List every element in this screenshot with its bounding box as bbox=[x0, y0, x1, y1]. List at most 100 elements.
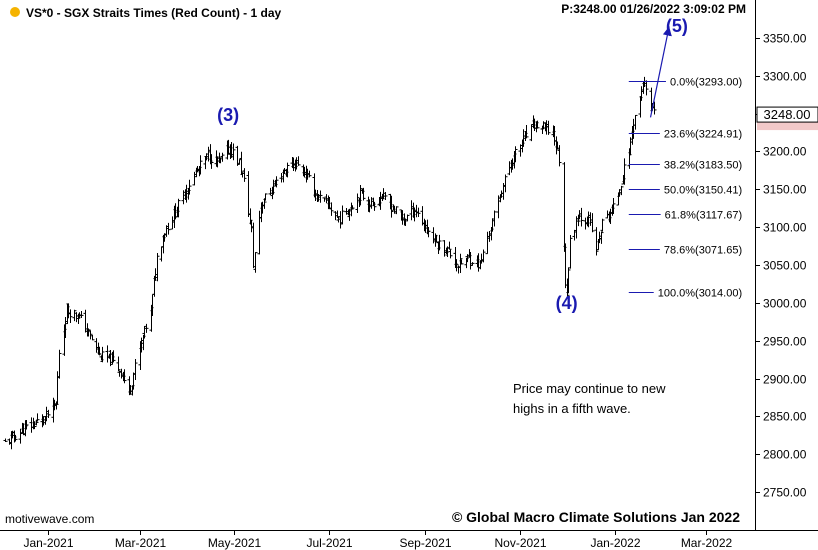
y-tick-label: 3150.00 bbox=[763, 183, 807, 197]
ohlc-bar bbox=[361, 187, 366, 201]
ohlc-bar bbox=[518, 144, 523, 157]
annotation-line-1: Price may continue to new bbox=[513, 381, 666, 396]
ohlc-bar bbox=[285, 162, 290, 178]
ohlc-bar bbox=[501, 183, 506, 200]
ohlc-bar bbox=[447, 241, 452, 250]
ohlc-bar bbox=[485, 231, 490, 255]
y-tick-label: 2850.00 bbox=[763, 410, 807, 424]
ohlc-bar bbox=[170, 216, 175, 230]
ohlc-bar bbox=[394, 206, 399, 215]
ohlc-bar bbox=[329, 202, 334, 216]
ohlc-bar bbox=[159, 246, 164, 262]
y-axis: 2750.00 2800.00 2850.00 2900.00 2950.00 3000.… bbox=[755, 32, 807, 500]
ohlc-bar bbox=[496, 195, 501, 219]
ohlc-bar bbox=[32, 421, 37, 430]
ohlc-bar bbox=[458, 253, 463, 273]
ohlc-bar bbox=[442, 240, 447, 257]
fib-level: 78.6%(3071.65) bbox=[628, 245, 742, 257]
x-tick-label: May-2021 bbox=[208, 536, 262, 550]
ohlc-bar bbox=[296, 156, 301, 166]
ohlc-bar bbox=[628, 137, 633, 156]
ohlc-bar bbox=[13, 434, 18, 442]
ohlc-bar bbox=[566, 267, 571, 294]
ohlc-bar bbox=[459, 259, 464, 265]
ohlc-bar bbox=[448, 249, 453, 259]
ohlc-bar bbox=[18, 428, 23, 444]
ohlc-bar bbox=[68, 309, 73, 324]
ohlc-bar bbox=[105, 345, 110, 363]
ohlc-bar bbox=[383, 192, 388, 201]
y-tick-label: 3000.00 bbox=[763, 297, 807, 311]
ohlc-bar bbox=[122, 369, 127, 384]
ohlc-bar bbox=[599, 231, 604, 244]
ohlc-bar bbox=[166, 222, 171, 235]
fib-label: 61.8%(3117.67) bbox=[665, 210, 742, 222]
ohlc-bar bbox=[557, 145, 562, 167]
y-tick-label: 2800.00 bbox=[763, 448, 807, 462]
ohlc-bar bbox=[594, 227, 599, 256]
x-tick-label: Mar-2022 bbox=[681, 536, 733, 550]
copyright-text: © Global Macro Climate Solutions Jan 202… bbox=[452, 509, 740, 525]
ohlc-bar bbox=[279, 173, 284, 183]
chart-title: VS*0 - SGX Straits Times (Red Count) - 1… bbox=[26, 6, 281, 20]
ohlc-bar bbox=[546, 120, 551, 135]
ohlc-bar bbox=[263, 193, 268, 201]
ohlc-bar bbox=[57, 349, 62, 379]
ohlc-bar bbox=[588, 212, 593, 226]
ohlc-bar bbox=[565, 278, 570, 298]
ohlc-bar bbox=[572, 229, 577, 241]
ohlc-bar bbox=[409, 200, 414, 221]
ohlc-bar bbox=[268, 187, 273, 196]
ohlc-bar bbox=[358, 184, 363, 206]
y-tick-label: 3300.00 bbox=[763, 70, 807, 84]
ohlc-bar bbox=[333, 211, 338, 221]
ohlc-bar bbox=[405, 214, 410, 222]
ohlc-bar bbox=[492, 210, 497, 227]
ohlc-bar bbox=[262, 198, 267, 209]
ohlc-bar bbox=[90, 335, 95, 341]
ohlc-bar bbox=[187, 179, 192, 195]
last-price-text: 3248.00 bbox=[764, 107, 811, 122]
ohlc-bar bbox=[153, 268, 158, 281]
ohlc-bar bbox=[644, 80, 649, 96]
last-price-label: 3248.00 bbox=[756, 106, 818, 131]
ohlc-bar bbox=[220, 152, 225, 162]
x-axis: Jan-2021 Mar-2021 May-2021 Jul-2021 Sep-2021… bbox=[23, 530, 733, 550]
ohlc-bar bbox=[94, 338, 99, 353]
ohlc-bar bbox=[350, 205, 355, 209]
wave-label: (5) bbox=[666, 16, 688, 36]
ohlc-bar bbox=[117, 370, 122, 377]
fib-label: 0.0%(3293.00) bbox=[670, 77, 742, 89]
ohlc-bar bbox=[79, 310, 84, 318]
ohlc-bar bbox=[29, 417, 34, 433]
ohlc-bar bbox=[35, 413, 40, 422]
ohlc-bar bbox=[46, 409, 51, 418]
price-bars bbox=[3, 76, 657, 450]
x-tick-label: Jan-2022 bbox=[590, 536, 640, 550]
wave-labels: (3) (4) (5) bbox=[217, 16, 688, 313]
x-tick-label: Mar-2021 bbox=[115, 536, 167, 550]
ohlc-bar bbox=[622, 158, 627, 185]
x-tick-label: Jul-2021 bbox=[306, 536, 352, 550]
ohlc-bar bbox=[619, 185, 624, 196]
ohlc-bar bbox=[513, 146, 518, 163]
fib-level: 0.0%(3293.00) bbox=[628, 77, 742, 89]
ohlc-bar bbox=[192, 171, 197, 186]
ohlc-bar bbox=[420, 206, 425, 226]
last-price-box bbox=[756, 106, 818, 123]
fib-label: 100.0%(3014.00) bbox=[658, 288, 742, 300]
fib-level: 100.0%(3014.00) bbox=[628, 288, 742, 300]
fib-level: 61.8%(3117.67) bbox=[628, 210, 742, 222]
ohlc-bar bbox=[414, 204, 419, 218]
ohlc-bar bbox=[239, 151, 244, 175]
wave-label: (3) bbox=[217, 105, 239, 125]
fib-label: 78.6%(3071.65) bbox=[664, 245, 742, 257]
y-tick-label: 3050.00 bbox=[763, 259, 807, 273]
projection-arrow-shaft bbox=[649, 26, 670, 118]
ohlc-bar bbox=[281, 169, 286, 183]
y-tick-label: 3100.00 bbox=[763, 221, 807, 235]
ohlc-bar bbox=[72, 309, 77, 322]
y-tick-label: 2950.00 bbox=[763, 335, 807, 349]
ohlc-bar bbox=[470, 262, 475, 267]
ohlc-bar bbox=[100, 346, 105, 363]
